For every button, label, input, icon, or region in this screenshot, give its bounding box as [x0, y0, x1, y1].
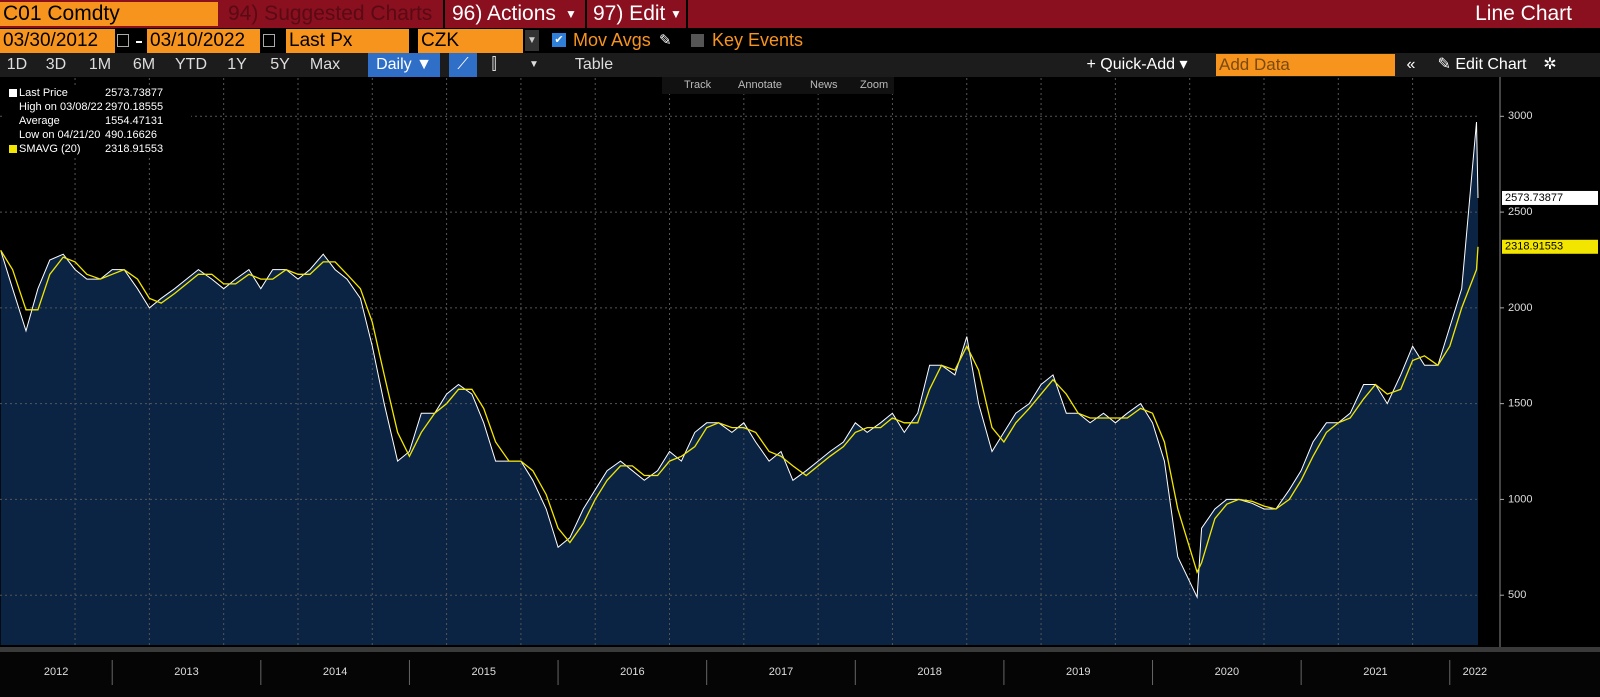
y-axis-panel: [1480, 77, 1600, 647]
range-dash: [136, 41, 142, 43]
legend-label: Low on 04/21/20: [19, 129, 101, 141]
x-tick-label: 2015: [472, 666, 496, 678]
y-tick-label: 2000: [1508, 302, 1532, 314]
period-button[interactable]: YTD: [175, 56, 207, 73]
legend-label: Last Price: [19, 87, 68, 99]
period-button[interactable]: Max: [309, 56, 341, 73]
legend-value: 2318.91553: [105, 143, 164, 155]
y-tick-label: 3000: [1508, 110, 1532, 122]
calendar-icon[interactable]: [263, 34, 275, 47]
divider: [585, 0, 587, 28]
edit-chart: Edit Chart: [1455, 56, 1527, 73]
menu[interactable]: 97) Edit: [593, 2, 666, 25]
caret: ▼: [670, 7, 682, 21]
collapse-icon[interactable]: «: [1406, 56, 1416, 73]
option[interactable]: Mov Avgs: [573, 30, 651, 50]
chart-tools: Track Annotate News Zoom: [662, 77, 894, 94]
period-button[interactable]: 1Y: [227, 56, 247, 73]
option[interactable]: Key Events: [712, 30, 804, 50]
table-button[interactable]: Table: [574, 56, 614, 73]
pencil-icon[interactable]: ✎: [659, 32, 672, 49]
checkbox[interactable]: [691, 34, 704, 47]
legend-swatch: [9, 89, 17, 97]
menu[interactable]: 96) Actions: [452, 2, 556, 25]
x-tick-label: 2013: [174, 666, 198, 678]
legend-value: 2970.18555: [105, 101, 164, 113]
period-button[interactable]: 1M: [88, 56, 112, 73]
frequency-button[interactable]: Daily ▼: [368, 53, 440, 77]
tool-button[interactable]: Zoom: [860, 79, 889, 91]
y-tick-label: 1000: [1508, 493, 1532, 505]
divider: [686, 0, 688, 28]
ticker-field[interactable]: C01 Comdty: [0, 2, 218, 26]
value-tag: [1502, 239, 1598, 254]
currency-select[interactable]: CZK: [418, 29, 523, 53]
x-tick-label: 2021: [1363, 666, 1387, 678]
period-button[interactable]: 5Y: [270, 56, 290, 73]
period-button[interactable]: 3D: [45, 56, 67, 73]
x-tick-label: 2018: [917, 666, 941, 678]
settings-icon[interactable]: ✲: [1543, 56, 1557, 73]
tool-button[interactable]: Track: [684, 79, 712, 91]
caret: ▼: [565, 7, 577, 21]
field-select[interactable]: Last Px: [286, 29, 409, 53]
calendar-icon[interactable]: [117, 34, 129, 47]
legend-value: 490.16626: [105, 129, 157, 141]
y-tick-label: 2500: [1508, 206, 1532, 218]
view-title: Line Chart: [1475, 2, 1572, 25]
legend-label: SMAVG (20): [19, 143, 81, 155]
y-tick-label: 500: [1508, 589, 1526, 601]
value-tag-label: 2573.73877: [1505, 192, 1563, 204]
period-button[interactable]: 6M: [132, 56, 156, 73]
end-date[interactable]: 03/10/2022: [147, 29, 260, 53]
value-tag-label: 2318.91553: [1505, 241, 1563, 253]
series-line: [0, 246, 1479, 575]
add-data-input[interactable]: Add Data: [1216, 54, 1395, 76]
x-tick-label: 2012: [44, 666, 68, 678]
checkbox[interactable]: ✔: [552, 33, 566, 47]
quick-add-button[interactable]: + Quick-Add ▾: [1086, 56, 1188, 73]
divider: [443, 0, 445, 28]
x-axis-strip: [0, 647, 1600, 652]
quick-add: Quick-Add: [1100, 56, 1175, 73]
x-tick-label: 2014: [323, 666, 347, 678]
dropdown[interactable]: ▼: [525, 30, 539, 51]
legend-value: 1554.47131: [105, 115, 164, 127]
x-tick-label: 2017: [769, 666, 793, 678]
x-axis-band: [0, 652, 1600, 697]
legend-value: 2573.73877: [105, 87, 164, 99]
area: [0, 122, 1479, 645]
menu[interactable]: 94) Suggested Charts: [228, 2, 433, 25]
period-button[interactable]: 1D: [6, 56, 28, 73]
x-tick-label: 2020: [1215, 666, 1239, 678]
x-tick-label: 2016: [620, 666, 644, 678]
x-tick-label: 2019: [1066, 666, 1090, 678]
period-bar: 1D 3D 1M 6M YTD 1Y 5Y Max Daily ▼ ⟋ ⫿ ▼ Table +…: [0, 53, 1600, 77]
value-tag: [1502, 190, 1598, 205]
y-tick-label: 1500: [1508, 398, 1532, 410]
legend-label: High on 03/08/22: [19, 101, 103, 113]
x-tick-label: 2022: [1463, 666, 1487, 678]
legend-swatch: [9, 145, 17, 153]
legend-label: Average: [19, 115, 60, 127]
tool-button[interactable]: Annotate: [738, 79, 783, 91]
start-date[interactable]: 03/30/2012: [0, 29, 115, 53]
tool-button[interactable]: News: [810, 79, 838, 91]
control-bar: 03/30/2012 03/10/2022 Last Px CZK ▼ ✔ Mo…: [0, 28, 1600, 53]
title-bar: C01 Comdty 94) Suggested Charts 96) Acti…: [0, 0, 1600, 28]
bar-icon[interactable]: ⫿: [491, 56, 497, 73]
chart: 500 1000 1500 2000 2500 3000 2573.73877 2318.91…: [0, 77, 1600, 697]
line-icon[interactable]: ⟋: [449, 53, 477, 77]
legend: Last Price 2573.73877 High on 03/08/22 2…: [5, 86, 191, 158]
frequency: Daily: [376, 56, 412, 73]
dropdown[interactable]: ▼: [529, 59, 539, 70]
edit-chart-button[interactable]: ✎ Edit Chart: [1437, 56, 1527, 73]
